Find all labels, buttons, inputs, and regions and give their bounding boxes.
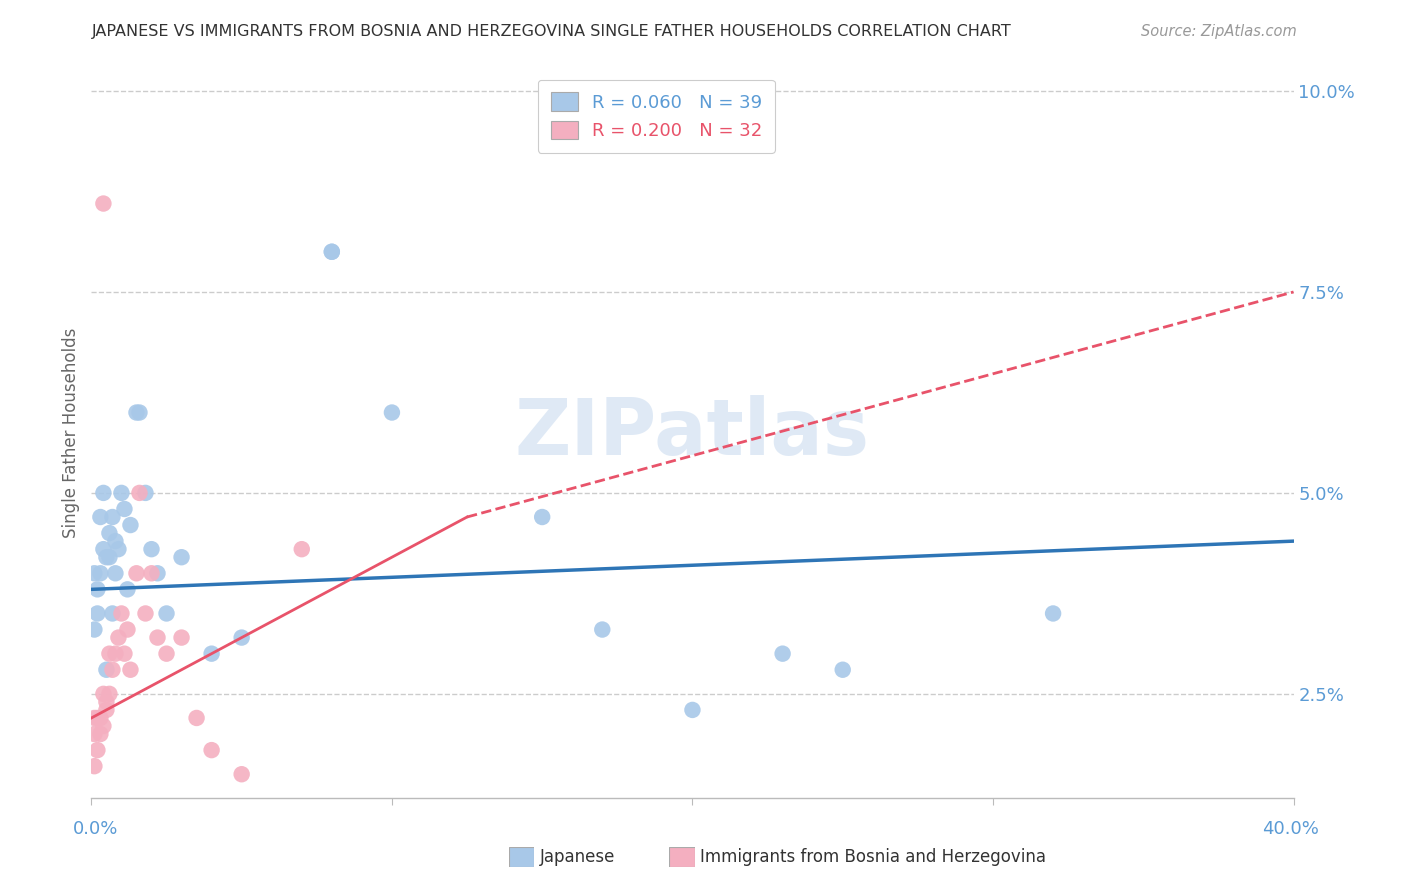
Point (93, 196, 115, 211)
Point (141, 566, 163, 581)
Point (125, 566, 148, 581)
Point (1042, 607, 1064, 621)
Text: 0.0%: 0.0% (73, 820, 118, 838)
Point (114, 502, 136, 516)
Point (83, 623, 105, 637)
Legend: R = 0.060   N = 39, R = 0.200   N = 32: R = 0.060 N = 39, R = 0.200 N = 32 (538, 79, 775, 153)
Y-axis label: Single Father Households: Single Father Households (62, 327, 80, 538)
Point (170, 631, 193, 645)
Text: Immigrants from Bosnia and Herzegovina: Immigrants from Bosnia and Herzegovina (700, 847, 1046, 865)
Point (128, 486, 150, 500)
Point (93, 719, 115, 733)
Point (231, 631, 253, 645)
Point (101, 607, 124, 621)
Point (110, 486, 132, 500)
Point (231, 767, 253, 781)
Point (86, 582, 108, 597)
Point (110, 607, 132, 621)
Point (83, 727, 105, 741)
Point (114, 647, 136, 661)
Point (134, 486, 156, 500)
Point (117, 582, 139, 597)
Point (201, 647, 224, 661)
Point (98, 687, 121, 701)
Point (96, 550, 118, 565)
Text: 40.0%: 40.0% (1263, 820, 1319, 838)
Point (120, 518, 142, 533)
Point (120, 663, 142, 677)
Point (107, 631, 129, 645)
Point (772, 647, 794, 661)
Point (86, 711, 108, 725)
Point (155, 647, 177, 661)
Point (101, 663, 124, 677)
Point (146, 566, 169, 581)
Point (96, 663, 118, 677)
Text: JAPANESE VS IMMIGRANTS FROM BOSNIA AND HERZEGOVINA SINGLE FATHER HOUSEHOLDS CORR: JAPANESE VS IMMIGRANTS FROM BOSNIA AND H… (91, 24, 1011, 38)
Point (146, 631, 169, 645)
Point (681, 703, 703, 717)
Point (531, 510, 554, 524)
Point (186, 711, 208, 725)
Point (93, 542, 115, 557)
Point (101, 510, 124, 524)
Point (98, 526, 121, 541)
Point (107, 542, 129, 557)
Point (381, 405, 404, 419)
Point (86, 607, 108, 621)
Point (89, 566, 111, 581)
Point (117, 623, 139, 637)
Point (96, 703, 118, 717)
Point (93, 687, 115, 701)
Point (96, 695, 118, 709)
Point (83, 711, 105, 725)
Text: Japanese: Japanese (540, 847, 616, 865)
Point (104, 566, 127, 581)
Point (89, 727, 111, 741)
Point (321, 244, 343, 259)
Point (128, 405, 150, 419)
Point (89, 711, 111, 725)
Point (104, 534, 127, 549)
Point (125, 405, 148, 419)
Point (86, 743, 108, 757)
Point (141, 542, 163, 557)
Point (98, 647, 121, 661)
Point (93, 486, 115, 500)
Point (291, 542, 314, 557)
Point (201, 743, 224, 757)
Point (170, 550, 193, 565)
Point (83, 759, 105, 773)
Point (591, 623, 613, 637)
Text: Source: ZipAtlas.com: Source: ZipAtlas.com (1140, 24, 1296, 38)
Text: ZIPatlas: ZIPatlas (515, 394, 870, 471)
Point (155, 607, 177, 621)
Point (321, 244, 343, 259)
Point (89, 510, 111, 524)
Point (134, 607, 156, 621)
Point (98, 550, 121, 565)
Point (831, 663, 853, 677)
Point (104, 647, 127, 661)
Point (83, 566, 105, 581)
